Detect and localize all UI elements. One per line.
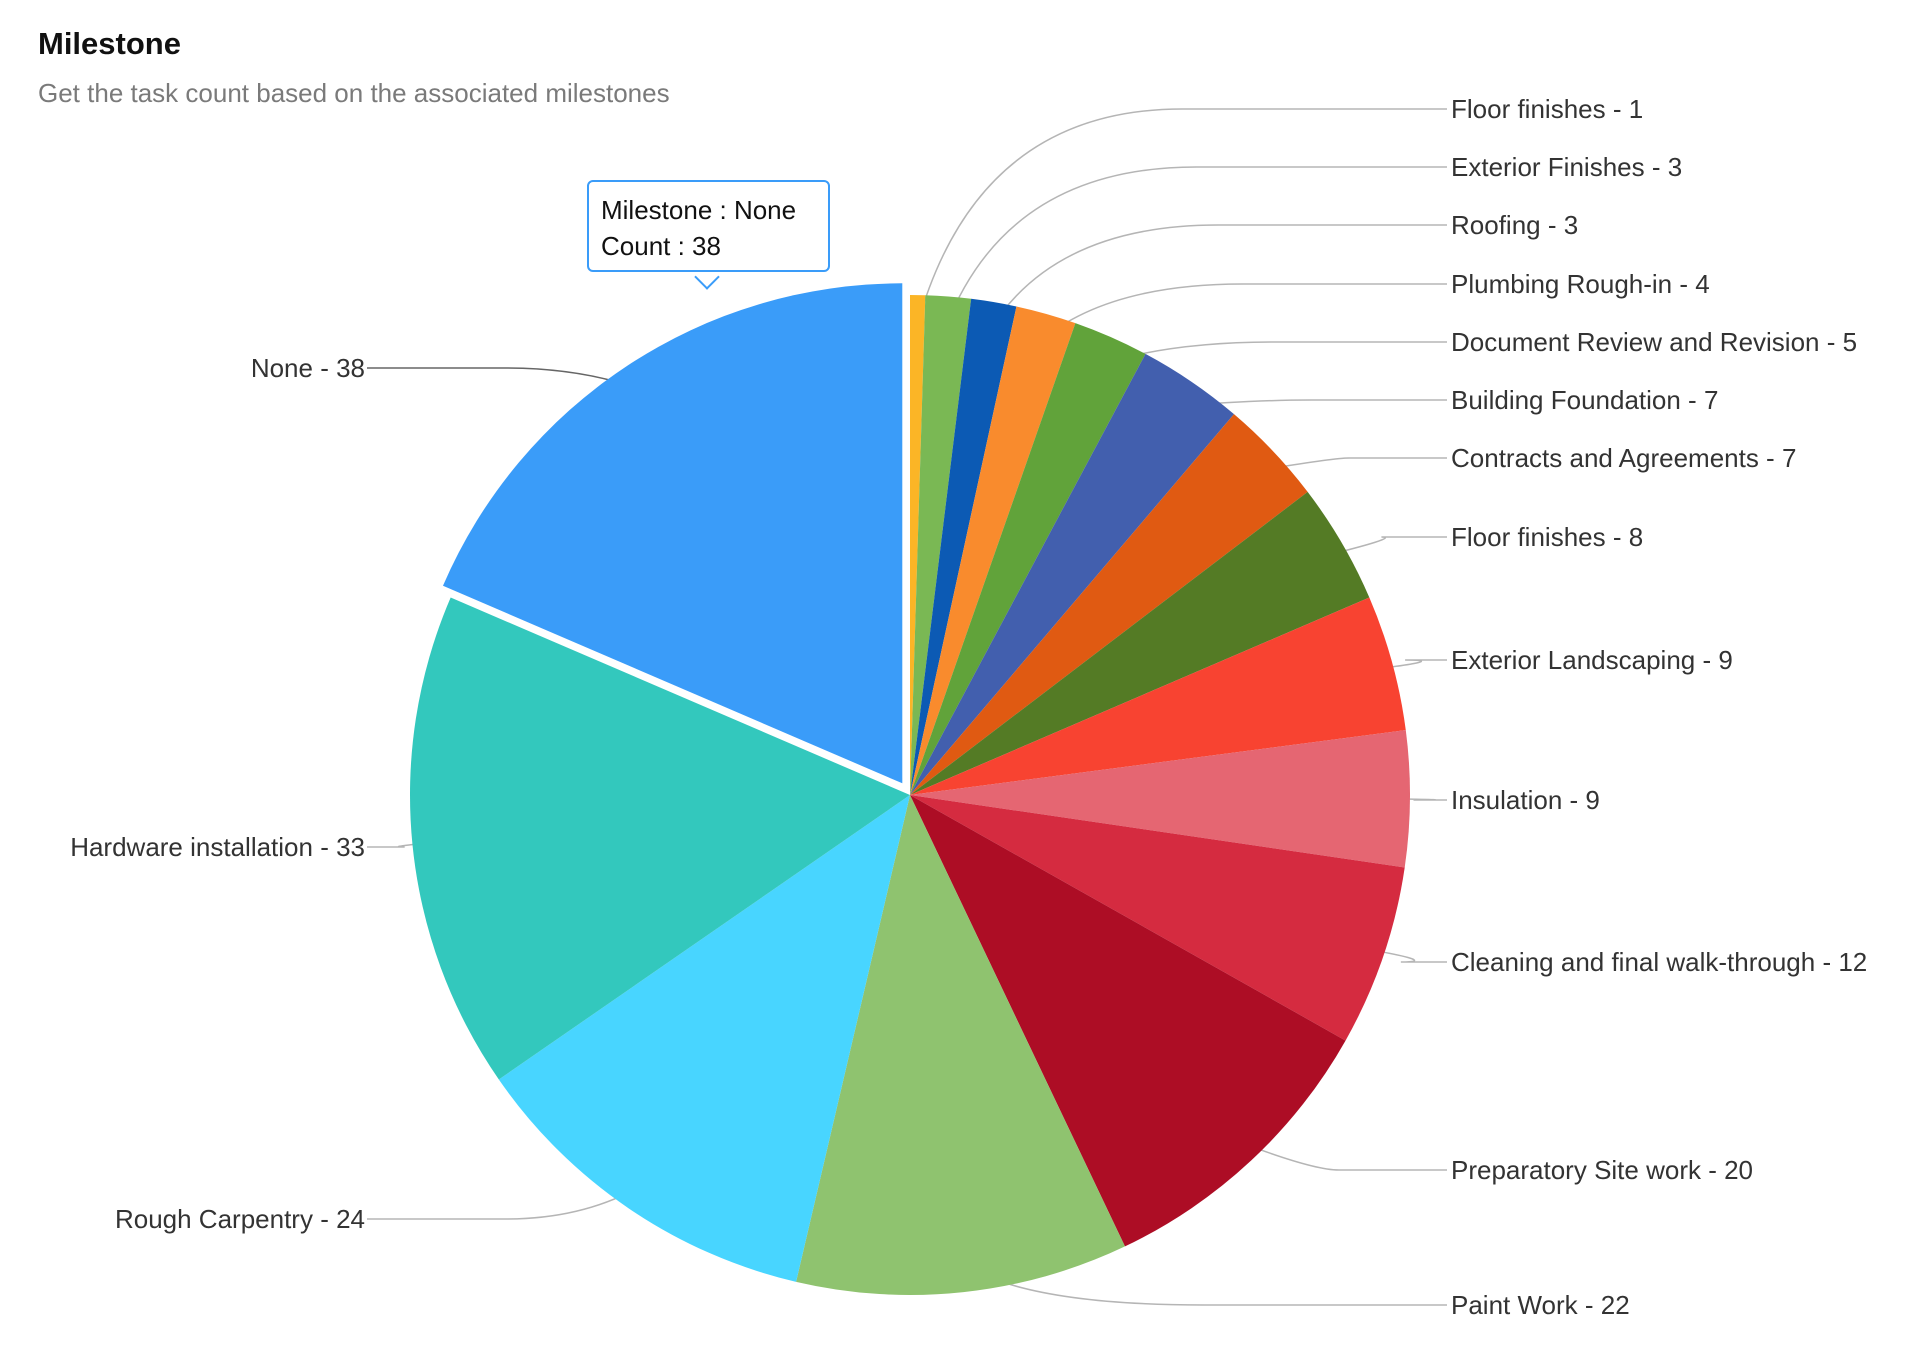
slice-label: Roofing - 3	[1451, 210, 1578, 240]
slice-label: Hardware installation - 33	[70, 832, 365, 862]
pie-slice[interactable]	[910, 298, 1017, 795]
leader-line	[988, 224, 1447, 333]
tooltip: Milestone : None Count : 38	[587, 180, 830, 272]
slice-label: Building Foundation - 7	[1451, 385, 1718, 415]
pie-slice[interactable]	[410, 597, 910, 1080]
slice-label: Plumbing Rough-in - 4	[1451, 269, 1710, 299]
pie-slice[interactable]	[910, 353, 1234, 795]
pie-slice[interactable]	[910, 306, 1076, 795]
pie-slice[interactable]	[910, 730, 1410, 868]
slice-label: Paint Work - 22	[1451, 1290, 1630, 1320]
leader-line	[945, 166, 1447, 327]
slice-label: Insulation - 9	[1451, 785, 1600, 815]
pie-slice[interactable]	[910, 414, 1308, 795]
slice-label: Rough Carpentry - 24	[115, 1204, 365, 1234]
slice-label: Floor finishes - 1	[1451, 94, 1643, 124]
slice-label: Cleaning and final walk-through - 12	[1451, 947, 1867, 977]
pie-slice[interactable]	[910, 295, 926, 795]
pie-slice[interactable]	[498, 795, 910, 1282]
tooltip-count: Count : 38	[601, 231, 721, 261]
pie-slice[interactable]	[910, 491, 1370, 795]
pie-slice[interactable]	[910, 795, 1405, 1041]
slice-label: Contracts and Agreements - 7	[1451, 443, 1796, 473]
slice-label: Exterior Landscaping - 9	[1451, 645, 1733, 675]
chart-subtitle: Get the task count based on the associat…	[38, 78, 670, 108]
tooltip-milestone: Milestone : None	[601, 195, 797, 225]
pie-slice[interactable]	[910, 323, 1146, 795]
slice-label: Document Review and Revision - 5	[1451, 327, 1857, 357]
pie-slice[interactable]	[910, 597, 1406, 795]
pie-slice[interactable]	[796, 795, 1125, 1295]
pie-slice[interactable]	[442, 283, 903, 784]
leader-line	[916, 108, 1447, 326]
chart-title: Milestone	[38, 26, 181, 61]
slice-label: None - 38	[251, 353, 365, 383]
slice-label: Preparatory Site work - 20	[1451, 1155, 1753, 1185]
pie-slice[interactable]	[910, 795, 1346, 1247]
pie-slice[interactable]	[910, 295, 972, 795]
slice-label: Floor finishes - 8	[1451, 522, 1643, 552]
slice-label: Exterior Finishes - 3	[1451, 152, 1682, 182]
